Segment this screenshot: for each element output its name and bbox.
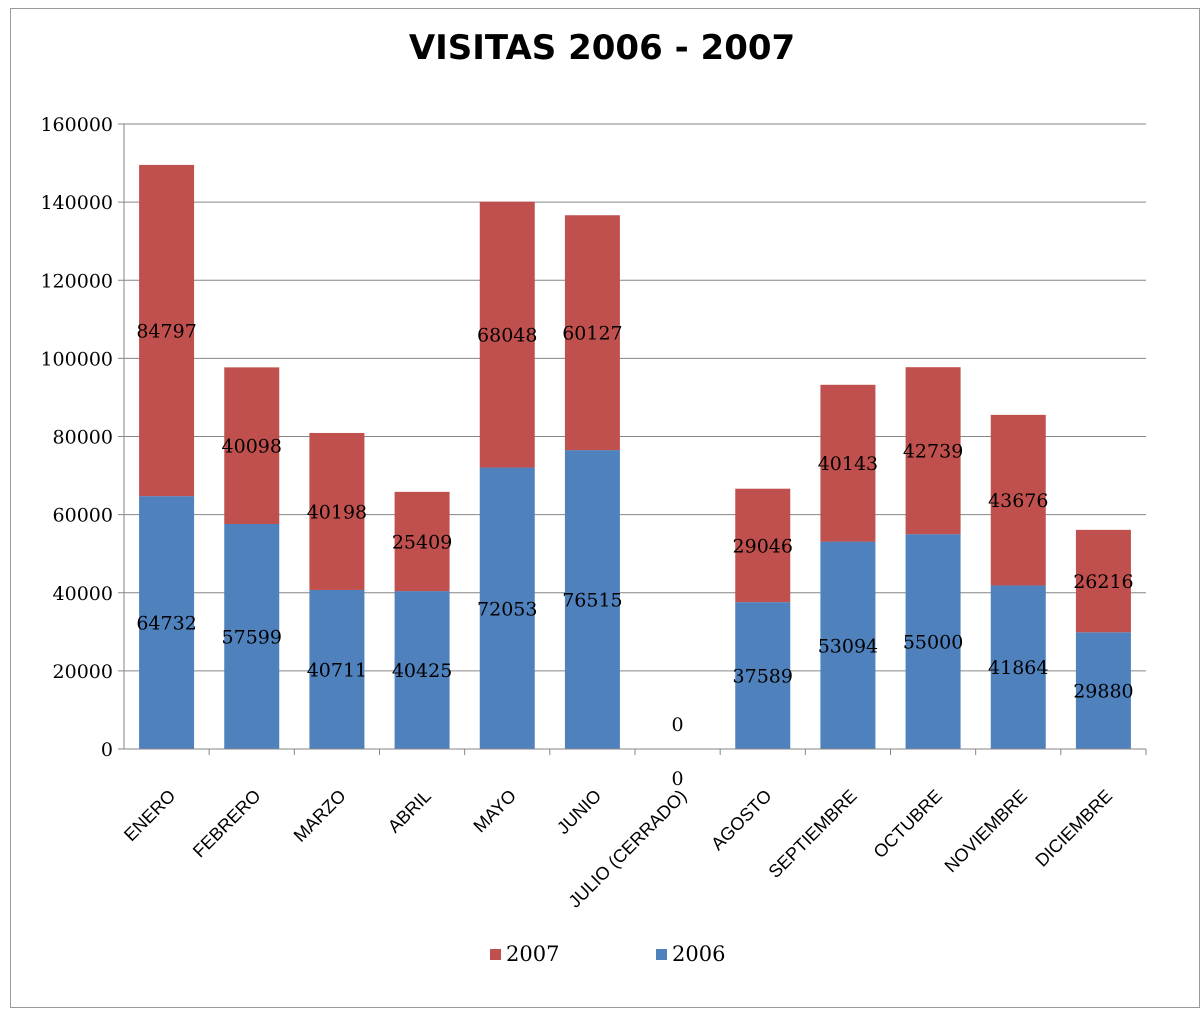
legend-swatch: [656, 948, 667, 960]
data-label-2007: 26216: [1073, 571, 1133, 593]
legend-swatch: [490, 948, 501, 960]
data-label-2006: 72053: [477, 598, 537, 620]
bar-2007: [990, 414, 1046, 586]
bar-2007: [224, 367, 280, 525]
data-label-2007: 43676: [988, 490, 1048, 512]
bar-2006: [394, 591, 450, 749]
data-label-2007: 40098: [222, 436, 282, 458]
data-label-2007: 25409: [392, 531, 452, 553]
category-label: DICIEMBRE: [1031, 786, 1116, 871]
y-tick-label: 160000: [40, 114, 113, 136]
category-label: AGOSTO: [707, 786, 775, 854]
category-label: NOVIEMBRE: [941, 786, 1032, 877]
bar-2006: [820, 541, 876, 749]
data-label-2006: 37589: [733, 666, 793, 688]
category-label: ENERO: [120, 786, 179, 845]
bar-2006: [564, 450, 620, 749]
bar-2006: [735, 602, 791, 749]
data-label-2006: 0: [672, 768, 684, 790]
category-label: MAYO: [469, 786, 520, 837]
data-label-2007: 29046: [733, 535, 793, 557]
bar-2007: [1075, 529, 1131, 633]
bar-2007: [735, 488, 791, 603]
category-label: SEPTIEMBRE: [765, 786, 861, 882]
bar-2006: [224, 524, 280, 749]
y-tick-label: 40000: [53, 583, 113, 605]
chart-title: VISITAS 2006 - 2007: [408, 28, 796, 68]
data-label-2006: 55000: [903, 632, 963, 654]
category-label: MARZO: [290, 786, 350, 846]
legend-label: 2006: [672, 942, 726, 966]
category-label: JUNIO: [553, 786, 605, 838]
legend-label: 2007: [506, 942, 560, 966]
bar-2006: [309, 589, 365, 749]
data-label-2006: 41864: [988, 657, 1048, 679]
data-label-2007: 84797: [136, 321, 196, 343]
bar-2006: [1075, 632, 1131, 749]
data-label-2007: 40198: [307, 501, 367, 523]
y-tick-label: 0: [101, 739, 113, 761]
bar-2006: [479, 467, 535, 749]
bar-2006: [905, 534, 961, 749]
y-tick-label: 60000: [53, 505, 113, 527]
data-label-2007: 60127: [562, 323, 622, 345]
data-label-2007: 0: [672, 714, 684, 736]
legend-item-2007: 2007: [490, 942, 559, 966]
bar-2007: [394, 491, 450, 592]
bar-2007: [139, 164, 195, 497]
bar-2006: [990, 585, 1046, 749]
data-label-2006: 64732: [136, 613, 196, 635]
bar-2007: [479, 201, 535, 468]
bar-2007: [564, 215, 620, 451]
y-tick-label: 80000: [53, 427, 113, 449]
bar-2007: [820, 384, 876, 542]
bar-2006: [139, 496, 195, 749]
y-tick-label: 100000: [40, 348, 113, 370]
data-label-2007: 68048: [477, 325, 537, 347]
data-label-2006: 57599: [222, 627, 282, 649]
y-tick-label: 140000: [40, 192, 113, 214]
data-label-2007: 40143: [818, 453, 878, 475]
bar-2007: [309, 432, 365, 590]
y-tick-label: 20000: [53, 661, 113, 683]
category-label: OCTUBRE: [870, 786, 946, 862]
legend-item-2006: 2006: [656, 942, 725, 966]
data-label-2006: 76515: [562, 590, 622, 612]
category-label: FEBRERO: [189, 786, 265, 862]
data-label-2006: 53094: [818, 635, 878, 657]
data-label-2006: 40711: [307, 659, 367, 681]
y-tick-label: 120000: [40, 270, 113, 292]
data-label-2006: 40425: [392, 660, 452, 682]
data-label-2006: 29880: [1073, 681, 1133, 703]
bar-2007: [905, 367, 961, 535]
category-label: ABRIL: [384, 786, 435, 837]
data-label-2007: 42739: [903, 441, 963, 463]
